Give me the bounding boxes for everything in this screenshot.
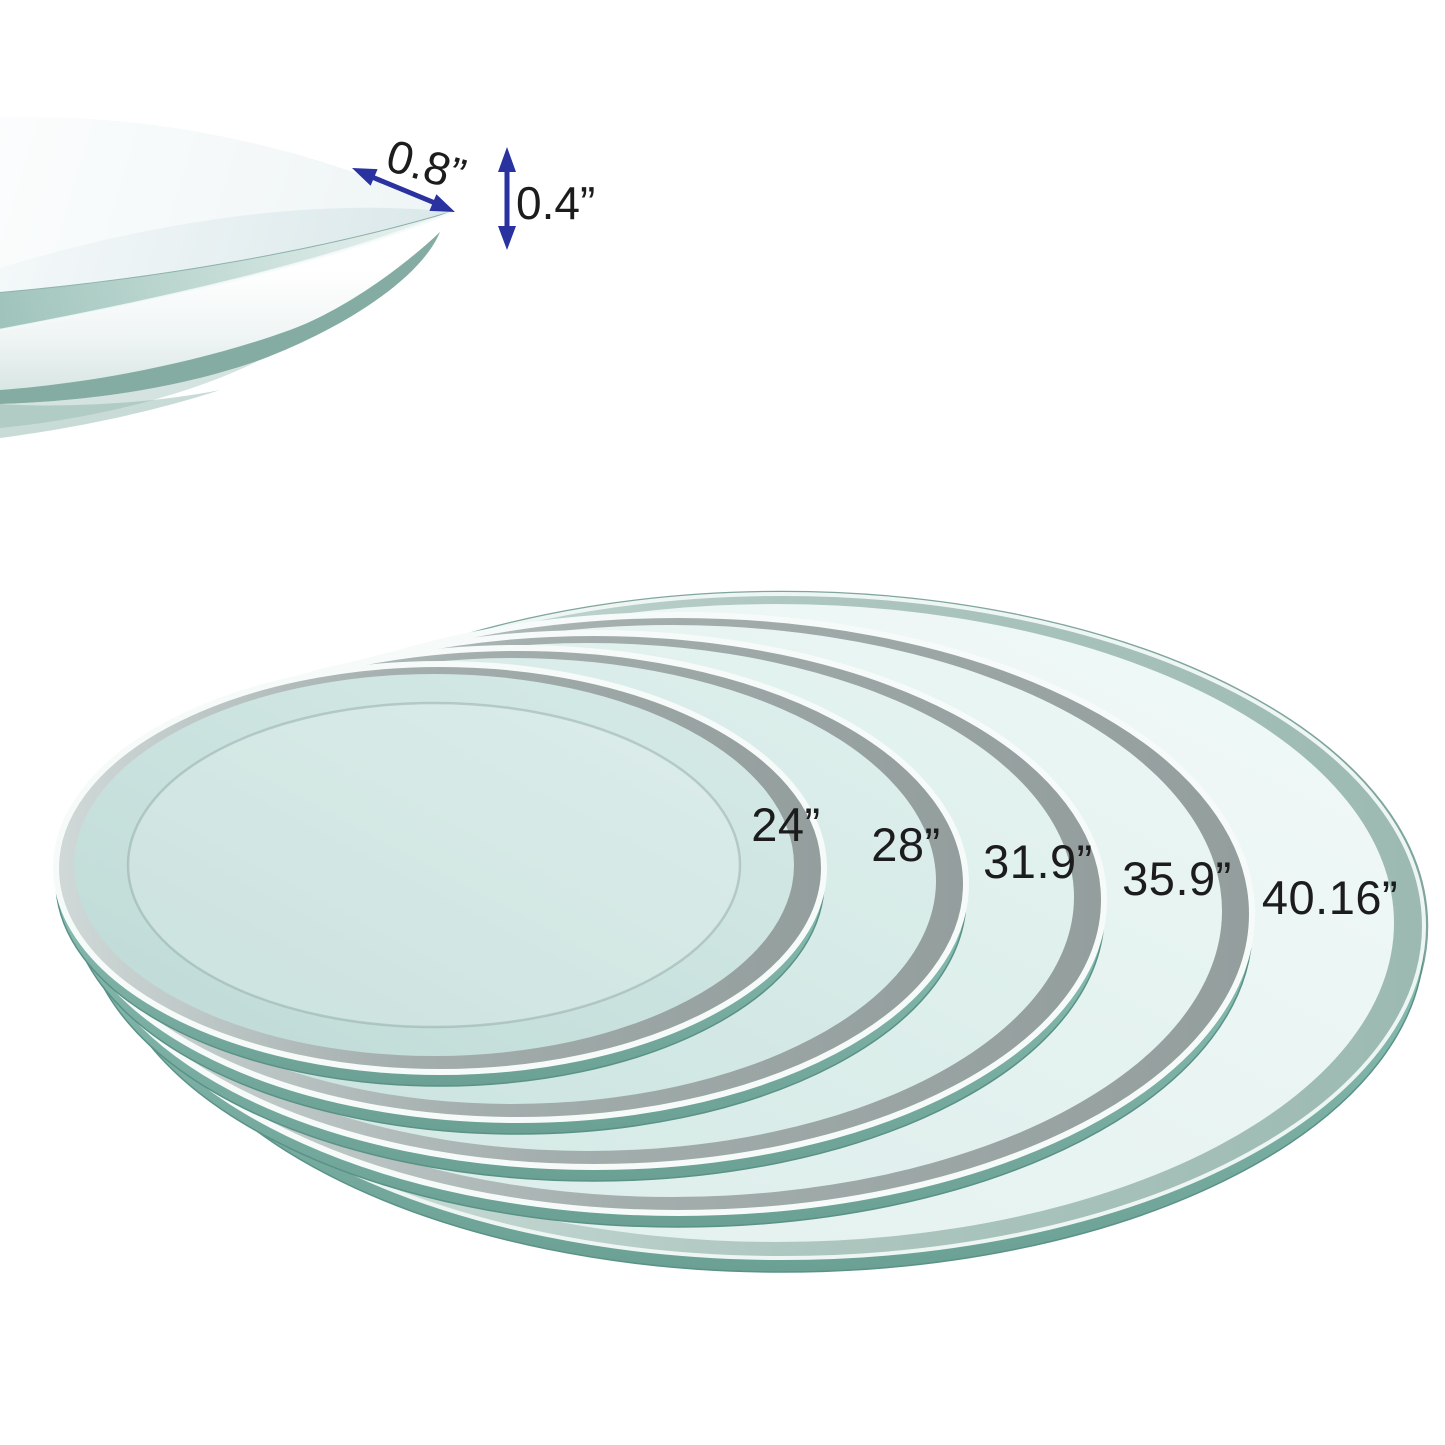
size-label-28: 28” [871,818,940,871]
bevel-edge-detail: 0.8” 0.4” [0,117,595,438]
detail-under-glow [0,360,260,428]
detail-surface-highlight [0,117,452,268]
detail-under-edge [0,232,440,404]
bevel-width-arrowhead-right [429,194,455,212]
detail-bevel-face [0,212,452,330]
disc-24-inner-bevel-line [126,701,742,1029]
detail-edge-highlight-line [0,210,453,332]
thickness-label: 0.4” [516,177,595,229]
size-label-35-9: 35.9” [1122,852,1232,905]
thickness-dimension: 0.4” [498,147,595,250]
size-labels: 24” 28” 31.9” 35.9” 40.16” [751,798,1398,924]
thickness-arrowhead-top [498,147,516,172]
thickness-arrowhead-bottom [498,226,516,250]
bevel-width-arrowhead-left [352,168,378,186]
disc-24-surface [74,674,794,1056]
detail-corner-wash [0,390,220,438]
size-label-31-9: 31.9” [983,835,1093,888]
disc-24 [53,661,827,1087]
size-label-24: 24” [751,798,820,851]
size-label-40-16: 40.16” [1262,871,1398,924]
detail-rounded-edge [0,212,452,390]
bevel-width-arrow-shaft [371,174,436,206]
disc-stack: 24” 28” 31.9” 35.9” 40.16” [53,590,1429,1273]
